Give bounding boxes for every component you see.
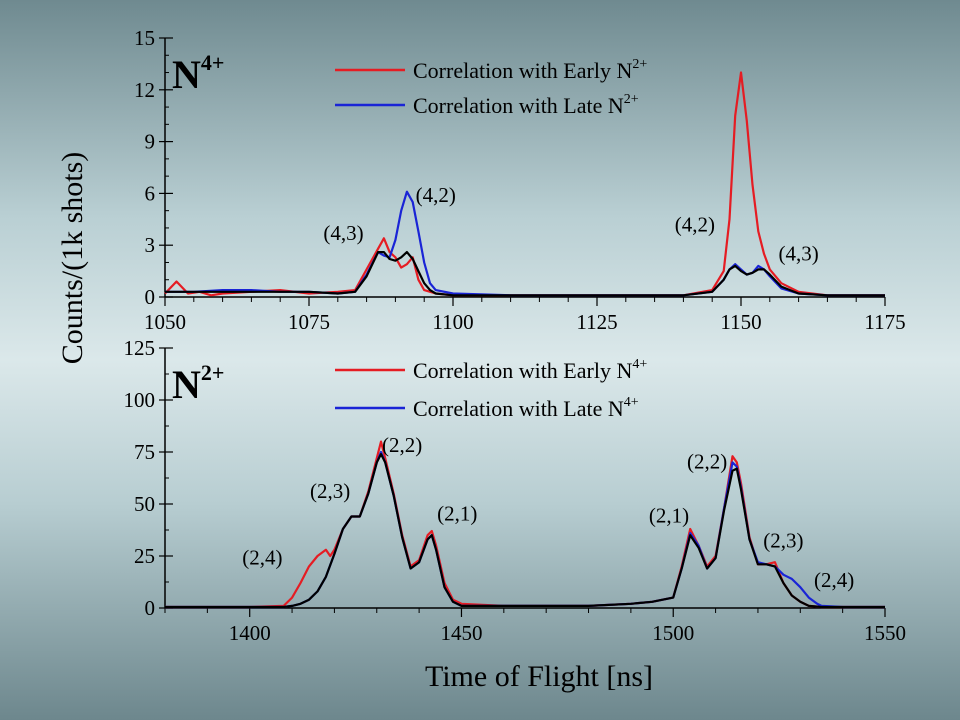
- peak-annotation: (4,3): [323, 221, 363, 245]
- x-tick-label: 1125: [576, 310, 617, 334]
- y-tick-label: 0: [145, 285, 156, 309]
- peak-annotation: (2,1): [437, 502, 477, 526]
- x-tick-label: 1450: [440, 621, 482, 645]
- y-tick-label: 12: [134, 78, 155, 102]
- y-tick-label: 6: [145, 181, 156, 205]
- x-tick-label: 1050: [144, 310, 186, 334]
- series-line-2: [165, 190, 885, 297]
- legend-label: Correlation with Early N4+: [413, 357, 647, 383]
- y-tick-label: 3: [145, 233, 156, 257]
- peak-annotation: (2,3): [310, 479, 350, 503]
- peak-annotation: (4,2): [416, 183, 456, 207]
- y-tick-label: 15: [134, 26, 155, 50]
- x-tick-label: 1500: [652, 621, 694, 645]
- chart-panel-2: 0 25 50 75 100 125 1400 1450 1500 1550 Correlation…: [124, 336, 907, 645]
- peak-annotation: (2,2): [382, 433, 422, 457]
- series-line-3: [165, 251, 885, 297]
- legend-label: Correlation with Late N4+: [413, 395, 639, 421]
- series-line-3: [165, 453, 885, 609]
- y-tick-label: 125: [124, 336, 156, 360]
- y-tick-label: 100: [124, 388, 156, 412]
- y-tick-label: 0: [145, 596, 156, 620]
- ion-label: N4+: [172, 50, 224, 97]
- x-tick-label: 1075: [288, 310, 330, 334]
- x-tick-label: 1150: [720, 310, 761, 334]
- peak-annotation: (4,2): [675, 212, 715, 236]
- legend-label: Correlation with Early N2+: [413, 57, 647, 83]
- peak-annotation: (4,3): [778, 242, 818, 266]
- y-tick-label: 9: [145, 130, 156, 154]
- y-tick-label: 75: [134, 440, 155, 464]
- y-axis-label: Counts/(1k shots): [56, 152, 89, 365]
- peak-annotation: (2,3): [763, 529, 803, 553]
- x-tick-label: 1175: [864, 310, 905, 334]
- peak-annotation: (2,1): [649, 504, 689, 528]
- x-axis-label: Time of Flight [ns]: [425, 660, 653, 693]
- x-tick-label: 1400: [229, 621, 271, 645]
- chart-panel-1: 0 3 6 9 12 15 1050 1075 1100 1125 1150 1175 Correlat…: [134, 26, 906, 334]
- peak-annotation: (2,4): [814, 568, 854, 592]
- x-tick-label: 1100: [432, 310, 473, 334]
- y-tick-label: 25: [134, 544, 155, 568]
- peak-annotation: (2,2): [687, 450, 727, 474]
- legend-label: Correlation with Late N2+: [413, 92, 639, 118]
- peak-annotation: (2,4): [242, 545, 282, 569]
- series-line-1: [164, 71, 885, 297]
- x-tick-label: 1550: [864, 621, 906, 645]
- ion-label: N2+: [172, 360, 224, 407]
- y-tick-label: 50: [134, 492, 155, 516]
- series-line-1: [165, 440, 885, 609]
